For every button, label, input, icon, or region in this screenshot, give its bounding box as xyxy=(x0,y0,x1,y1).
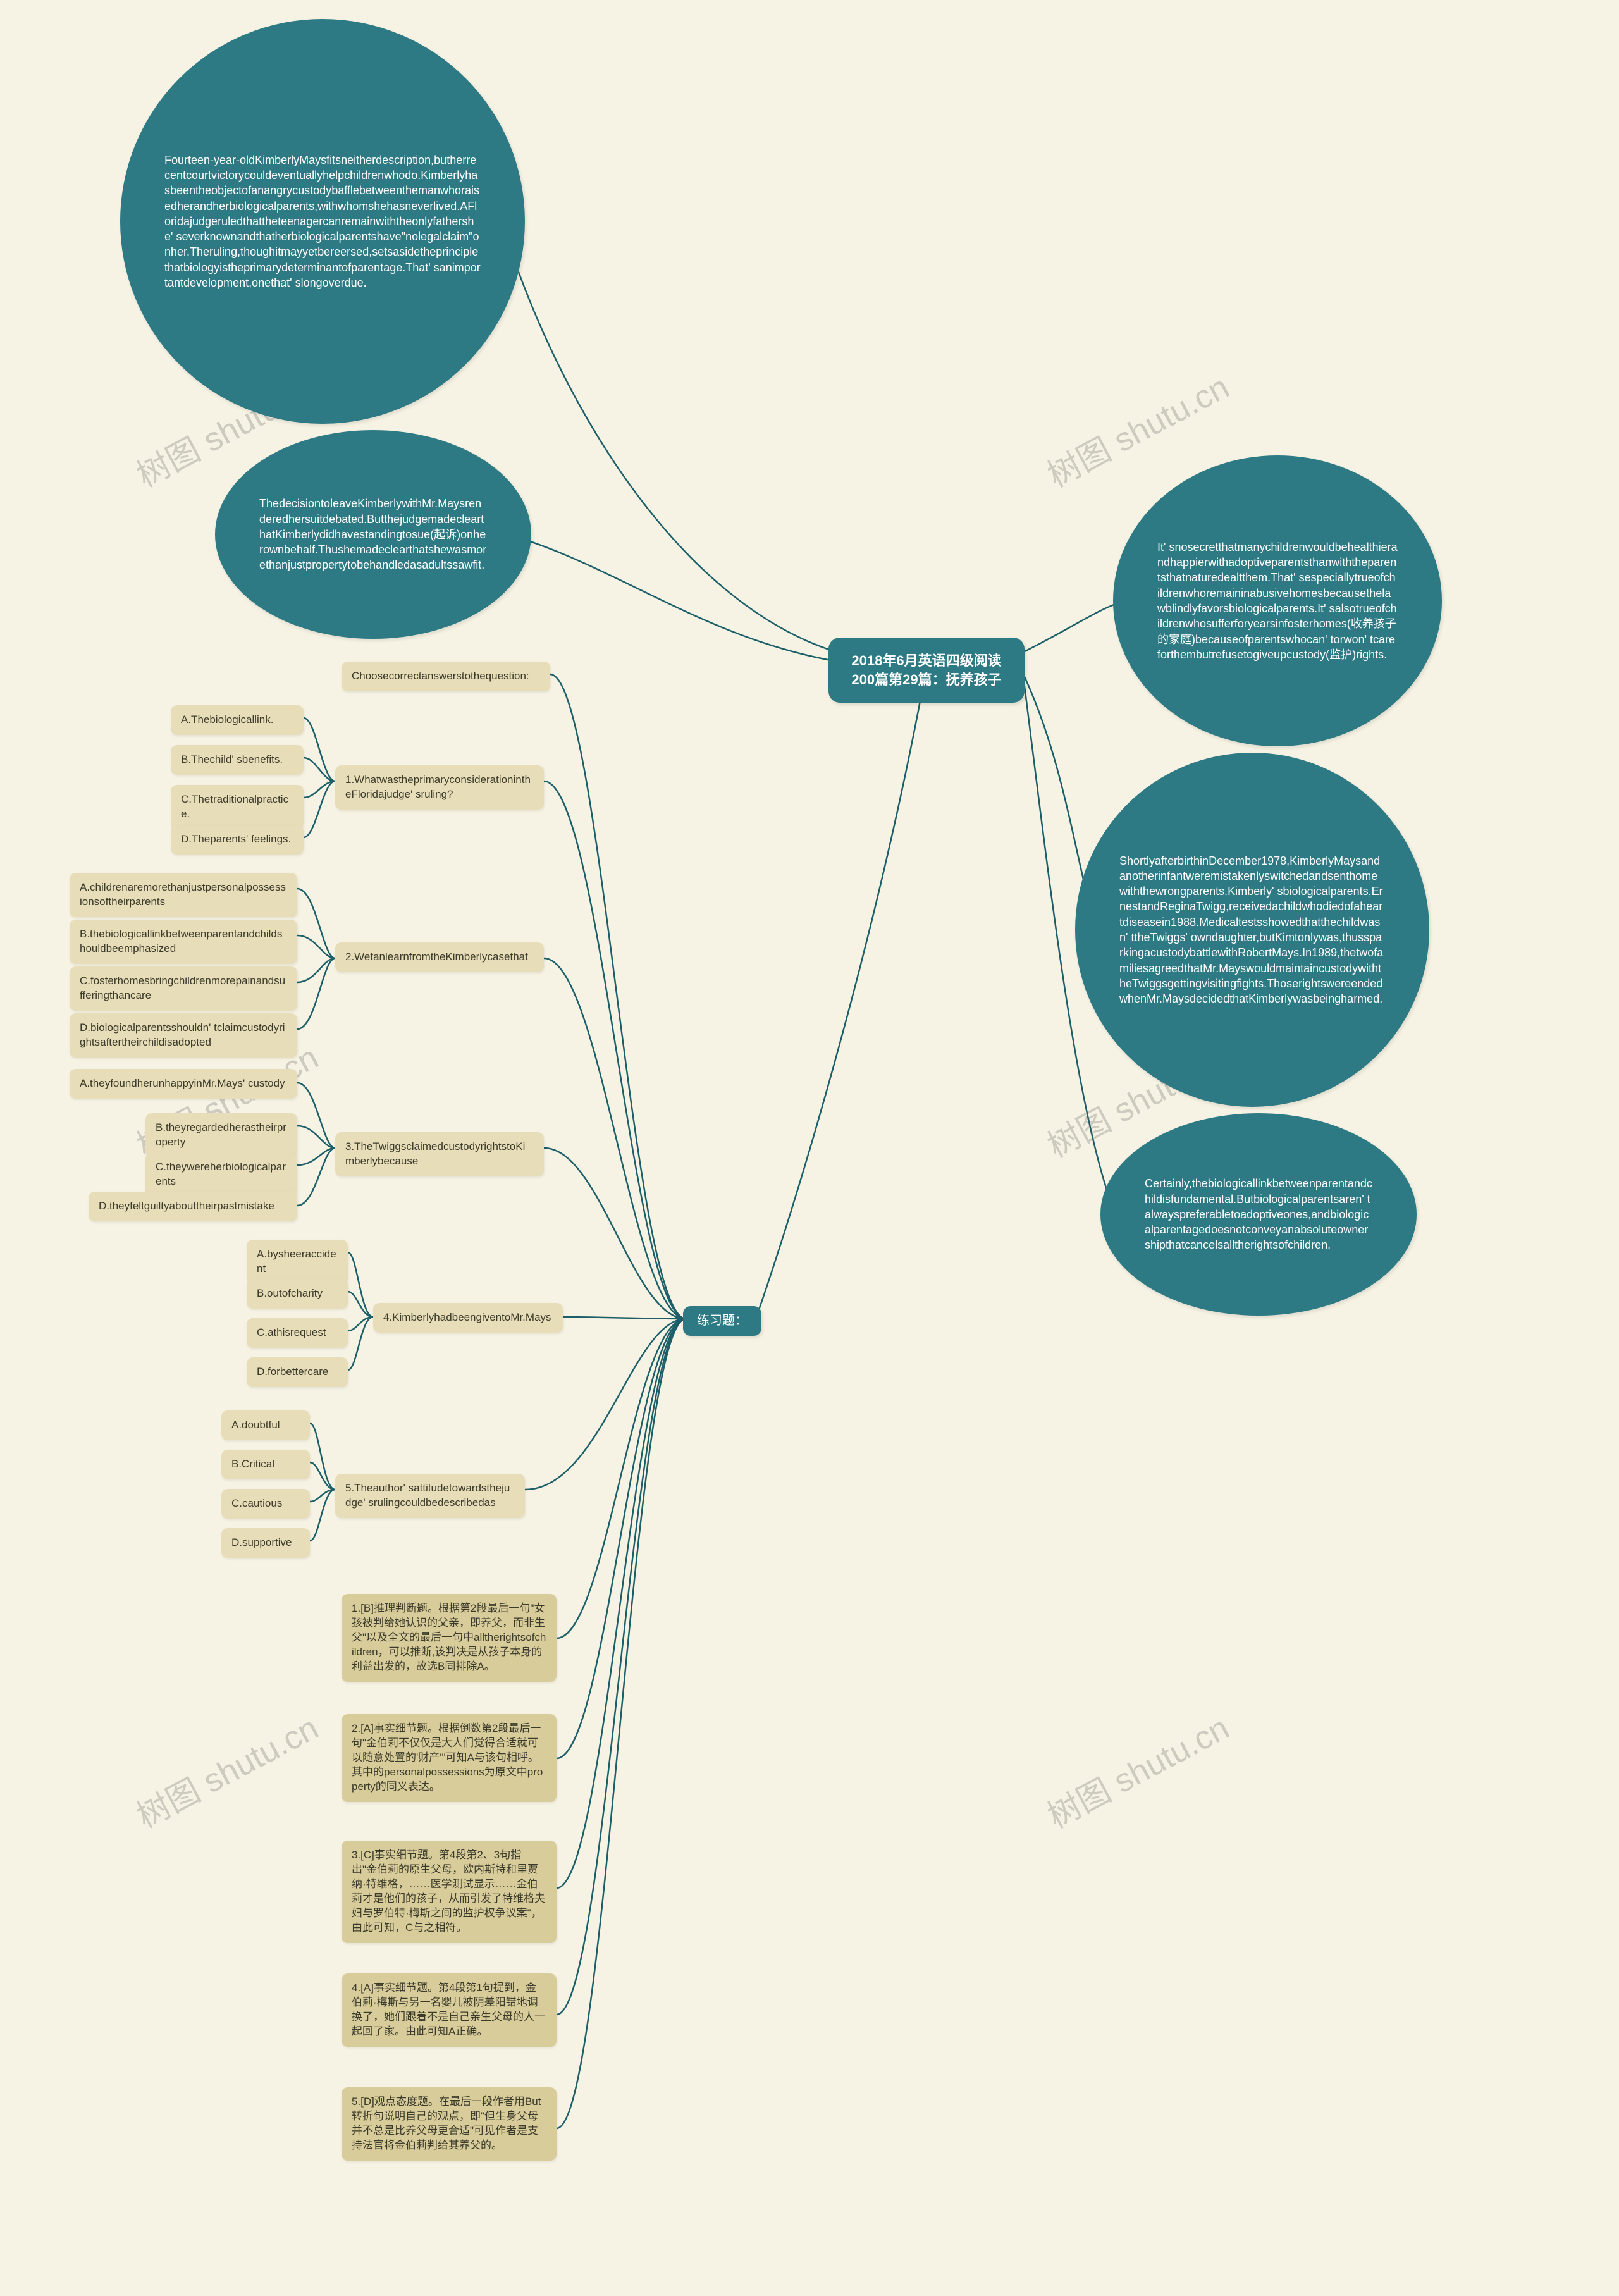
q3-opt-b[interactable]: B.theyregardedherastheirproperty xyxy=(145,1113,297,1157)
q4-opt-c[interactable]: C.athisrequest xyxy=(247,1318,348,1348)
q2-stem[interactable]: 2.WetanlearnfromtheKimberlycasethat xyxy=(335,942,544,972)
q4-opt-a[interactable]: A.bysheeraccident xyxy=(247,1240,348,1284)
q2-opt-d[interactable]: D.biologicalparentsshouldn' tclaimcustod… xyxy=(70,1013,297,1058)
q5-stem[interactable]: 5.Theauthor' sattitudetowardsthejudge' s… xyxy=(335,1474,525,1518)
watermark: 树图 shutu.cn xyxy=(1038,1701,1236,1837)
answer-5[interactable]: 5.[D]观点态度题。在最后一段作者用But转折句说明自己的观点，即"但生身父母… xyxy=(342,2087,557,2161)
q1-opt-d[interactable]: D.Theparents' feelings. xyxy=(171,825,304,855)
watermark: 树图 shutu.cn xyxy=(127,1701,325,1837)
practice-node[interactable]: 练习题： xyxy=(683,1306,761,1336)
q5-opt-a[interactable]: A.doubtful xyxy=(221,1410,310,1440)
q2-opt-a[interactable]: A.childrenaremorethanjustpersonalpossess… xyxy=(70,873,297,917)
answer-4[interactable]: 4.[A]事实细节题。第4段第1句提到，金伯莉·梅斯与另一名婴儿被阴差阳错地调换… xyxy=(342,1973,557,2047)
q1-opt-a[interactable]: A.Thebiologicallink. xyxy=(171,705,304,735)
paragraph-3[interactable]: It' snosecretthatmanychildrenwouldbeheal… xyxy=(1113,455,1442,746)
q3-opt-a[interactable]: A.theyfoundherunhappyinMr.Mays' custody xyxy=(70,1069,297,1099)
q5-opt-b[interactable]: B.Critical xyxy=(221,1450,310,1479)
q1-opt-b[interactable]: B.Thechild' sbenefits. xyxy=(171,745,304,775)
paragraph-1[interactable]: Fourteen-year-oldKimberlyMaysfitsneither… xyxy=(120,19,525,424)
paragraph-4[interactable]: ShortlyafterbirthinDecember1978,Kimberly… xyxy=(1075,753,1429,1107)
q3-opt-d[interactable]: D.theyfeltguiltyabouttheirpastmistake xyxy=(89,1192,297,1221)
q1-opt-c[interactable]: C.Thetraditionalpractice. xyxy=(171,785,304,829)
paragraph-1-text: Fourteen-year-oldKimberlyMaysfitsneither… xyxy=(164,152,481,291)
root-node[interactable]: 2018年6月英语四级阅读200篇第29篇：抚养孩子 xyxy=(828,638,1025,703)
q3-stem[interactable]: 3.TheTwiggsclaimedcustodyrightstoKimberl… xyxy=(335,1132,544,1176)
paragraph-5[interactable]: Certainly,thebiologicallinkbetweenparent… xyxy=(1100,1113,1417,1316)
answer-3[interactable]: 3.[C]事实细节题。第4段第2、3句指出"金伯莉的原生父母，欧内斯特和里贾纳·… xyxy=(342,1841,557,1943)
paragraph-2-text: ThedecisiontoleaveKimberlywithMr.Maysren… xyxy=(259,496,487,572)
answer-1[interactable]: 1.[B]推理判断题。根据第2段最后一句"女孩被判给她认识的父亲，即养父，而非生… xyxy=(342,1594,557,1682)
paragraph-3-text: It' snosecretthatmanychildrenwouldbeheal… xyxy=(1157,540,1398,662)
paragraph-5-text: Certainly,thebiologicallinkbetweenparent… xyxy=(1145,1176,1372,1252)
q4-stem[interactable]: 4.KimberlyhadbeengiventoMr.Mays xyxy=(373,1303,563,1333)
q3-opt-c[interactable]: C.theywereherbiologicalparents xyxy=(145,1152,297,1197)
paragraph-4-text: ShortlyafterbirthinDecember1978,Kimberly… xyxy=(1119,853,1385,1007)
q4-opt-d[interactable]: D.forbettercare xyxy=(247,1357,348,1387)
q5-opt-c[interactable]: C.cautious xyxy=(221,1489,310,1519)
q2-opt-b[interactable]: B.thebiologicallinkbetweenparentandchild… xyxy=(70,920,297,964)
q2-opt-c[interactable]: C.fosterhomesbringchildrenmorepainandsuf… xyxy=(70,966,297,1011)
practice-intro[interactable]: Choosecorrectanswerstothequestion: xyxy=(342,662,550,691)
q5-opt-d[interactable]: D.supportive xyxy=(221,1528,310,1558)
q1-stem[interactable]: 1.WhatwastheprimaryconsiderationintheFlo… xyxy=(335,765,544,810)
answer-2[interactable]: 2.[A]事实细节题。根据倒数第2段最后一句"金伯莉不仅仅是大人们觉得合适就可以… xyxy=(342,1714,557,1802)
paragraph-2[interactable]: ThedecisiontoleaveKimberlywithMr.Maysren… xyxy=(215,430,531,639)
q4-opt-b[interactable]: B.outofcharity xyxy=(247,1279,348,1309)
